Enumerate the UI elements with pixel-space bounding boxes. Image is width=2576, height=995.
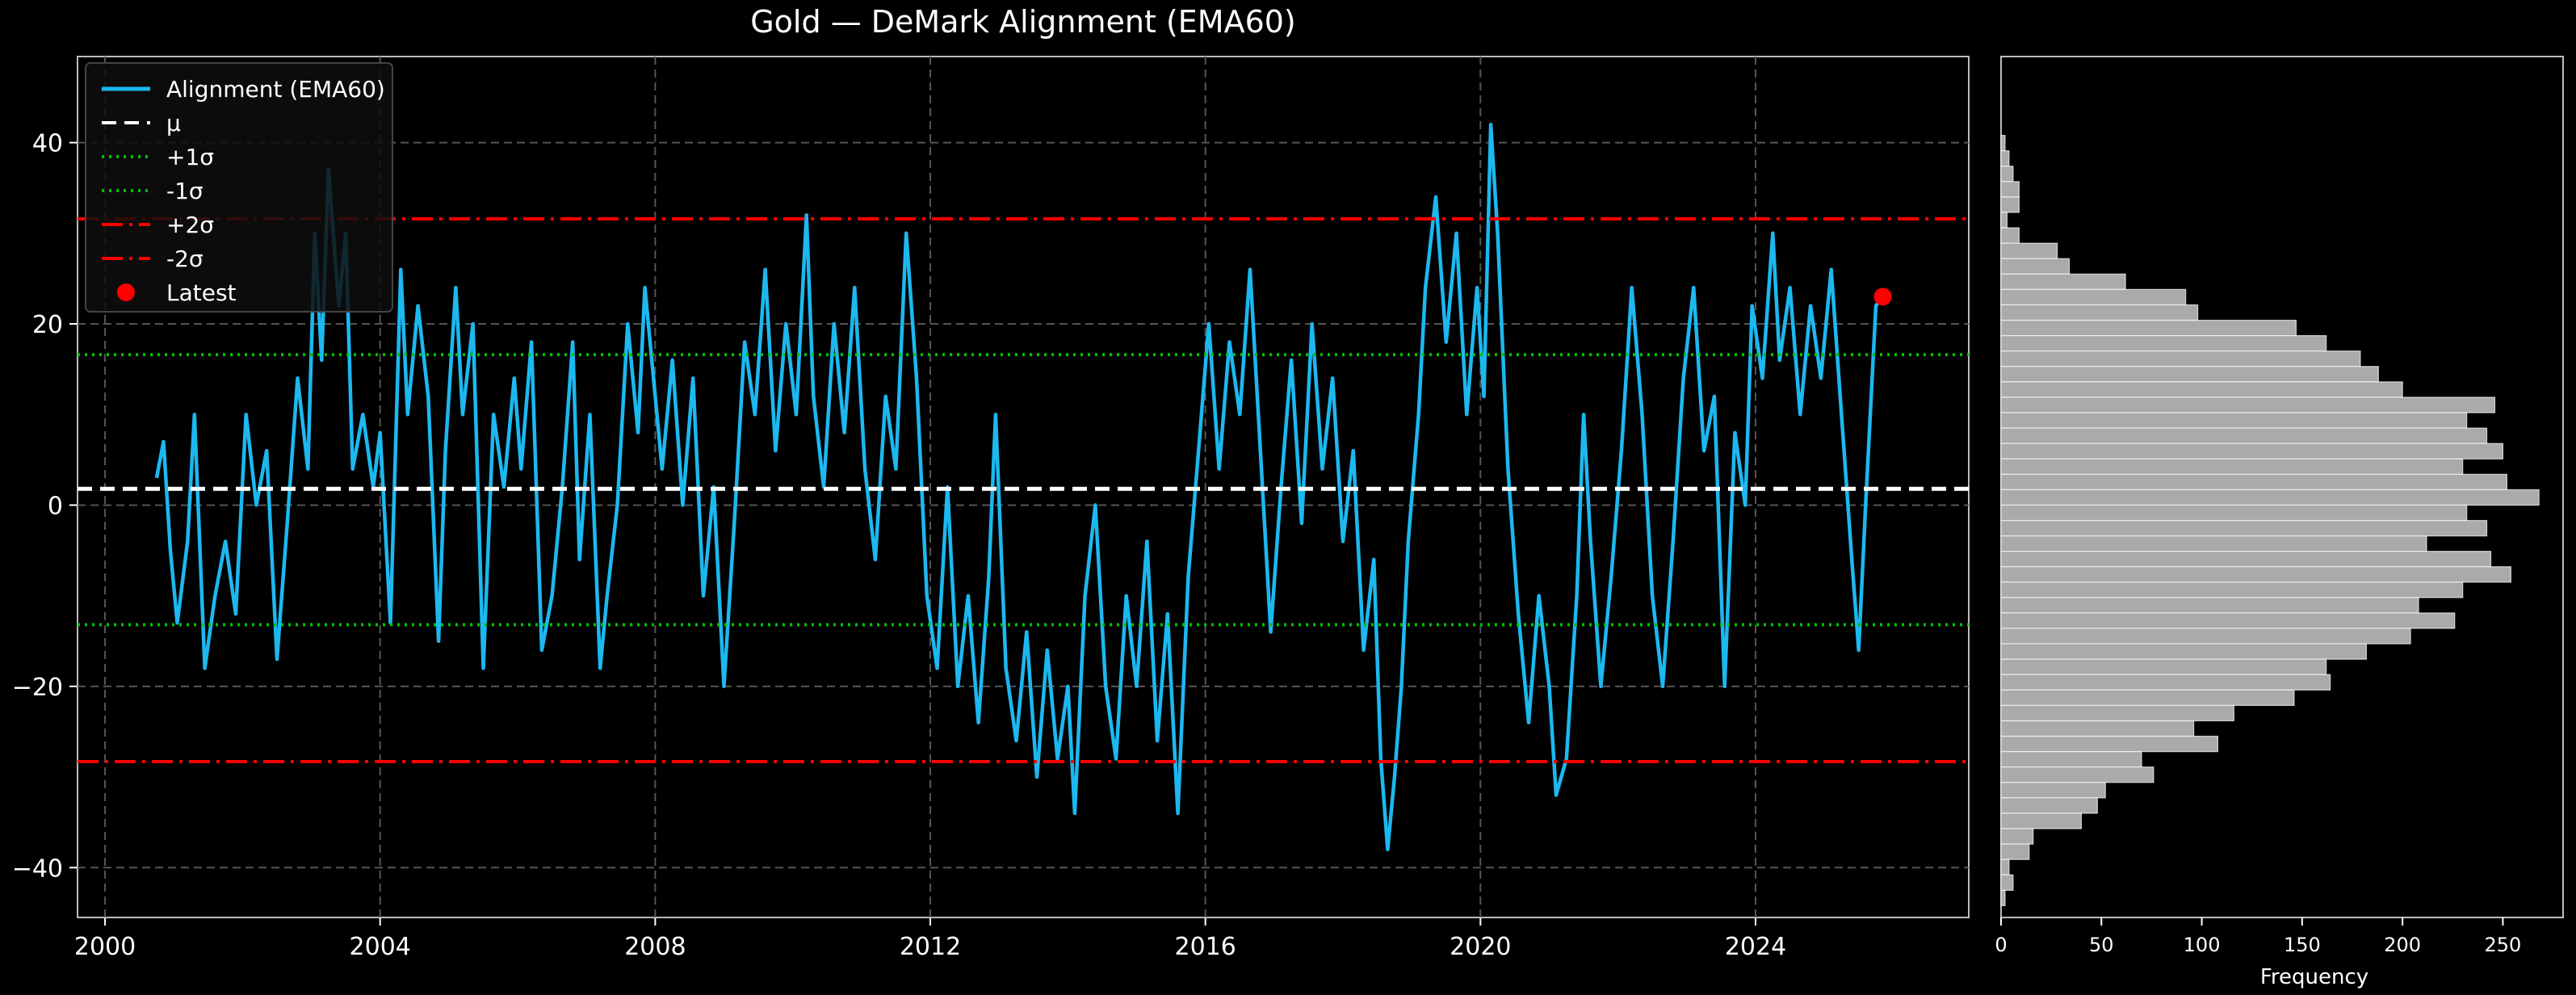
y-tick-label: −40 <box>12 854 63 883</box>
hist-x-tick-label: 100 <box>2184 934 2221 956</box>
hist-x-tick-label: 50 <box>2089 934 2114 956</box>
histogram-bar <box>2001 151 2009 166</box>
histogram-bar <box>2001 459 2463 474</box>
hist-x-tick-label: 250 <box>2485 934 2522 956</box>
legend-label: -2σ <box>166 246 203 272</box>
histogram-bar <box>2001 690 2294 705</box>
histogram-bar <box>2001 243 2058 258</box>
histogram-bar <box>2001 783 2105 798</box>
histogram-bar <box>2001 182 2019 197</box>
histogram-bar <box>2001 567 2511 582</box>
x-tick-label: 2016 <box>1175 933 1236 961</box>
histogram-bar <box>2001 798 2097 813</box>
histogram-bar <box>2001 859 2009 875</box>
histogram-bar <box>2001 505 2467 520</box>
histogram-bar <box>2001 289 2186 304</box>
histogram-bar <box>2001 443 2503 459</box>
x-tick-label: 2012 <box>900 933 961 961</box>
histogram-bar <box>2001 228 2019 243</box>
x-tick-label: 2004 <box>350 933 411 961</box>
legend-label: Alignment (EMA60) <box>166 76 385 103</box>
histogram-bar <box>2001 489 2539 505</box>
chart-title: Gold — DeMark Alignment (EMA60) <box>750 4 1296 40</box>
y-tick-label: −20 <box>12 674 63 702</box>
histogram-bar <box>2001 890 2005 905</box>
histogram-bar <box>2001 813 2081 829</box>
histogram-bar <box>2001 767 2154 783</box>
histogram-bar <box>2001 659 2326 674</box>
y-tick-label: 0 <box>48 492 63 520</box>
legend-label: Latest <box>166 279 237 306</box>
histogram-bar <box>2001 582 2463 598</box>
histogram-bar <box>2001 413 2467 428</box>
histogram-bar <box>2001 474 2507 489</box>
histogram-bar <box>2001 351 2360 367</box>
histogram-bar <box>2001 737 2217 752</box>
x-tick-label: 2024 <box>1725 933 1786 961</box>
hist-x-tick-label: 200 <box>2384 934 2421 956</box>
histogram-bar <box>2001 258 2070 274</box>
x-tick-label: 2000 <box>74 933 136 961</box>
histogram-bar <box>2001 428 2487 443</box>
histogram-bar <box>2001 674 2331 690</box>
legend-label: -1σ <box>166 178 203 204</box>
histogram-bar <box>2001 644 2366 659</box>
histogram-bar <box>2001 598 2419 613</box>
hist-x-tick-label: 0 <box>1995 934 2007 956</box>
hist-x-tick-label: 150 <box>2284 934 2321 956</box>
histogram-bar <box>2001 705 2234 720</box>
histogram-bar <box>2001 197 2019 212</box>
y-tick-label: 40 <box>32 130 63 158</box>
histogram-bar <box>2001 382 2402 397</box>
histogram-bar <box>2001 212 2007 228</box>
legend-label: +2σ <box>166 212 214 238</box>
histogram-bar <box>2001 304 2198 320</box>
histogram-bar <box>2001 628 2410 644</box>
histogram-x-axis-label: Frequency <box>2260 965 2368 989</box>
x-tick-label: 2008 <box>624 933 686 961</box>
histogram-bar <box>2001 274 2125 289</box>
histogram-bar <box>2001 367 2378 382</box>
histogram-bar <box>2001 752 2142 767</box>
histogram-bar <box>2001 721 2194 737</box>
histogram-bar <box>2001 844 2029 859</box>
histogram-bar <box>2001 336 2326 351</box>
histogram-bar <box>2001 552 2491 567</box>
x-tick-label: 2020 <box>1450 933 1511 961</box>
latest-point-marker <box>1874 288 1892 305</box>
histogram-bar <box>2001 397 2494 413</box>
histogram-bar <box>2001 613 2455 628</box>
legend-swatch-latest <box>117 283 135 301</box>
legend-label: μ <box>166 110 181 136</box>
histogram-bar <box>2001 536 2427 552</box>
y-tick-label: 20 <box>32 311 63 339</box>
legend-label: +1σ <box>166 144 214 170</box>
histogram-bar <box>2001 875 2013 890</box>
histogram-bar <box>2001 166 2013 182</box>
histogram-bar <box>2001 136 2005 151</box>
histogram-bar <box>2001 521 2487 536</box>
histogram-bar <box>2001 829 2033 844</box>
histogram-bar <box>2001 321 2296 336</box>
